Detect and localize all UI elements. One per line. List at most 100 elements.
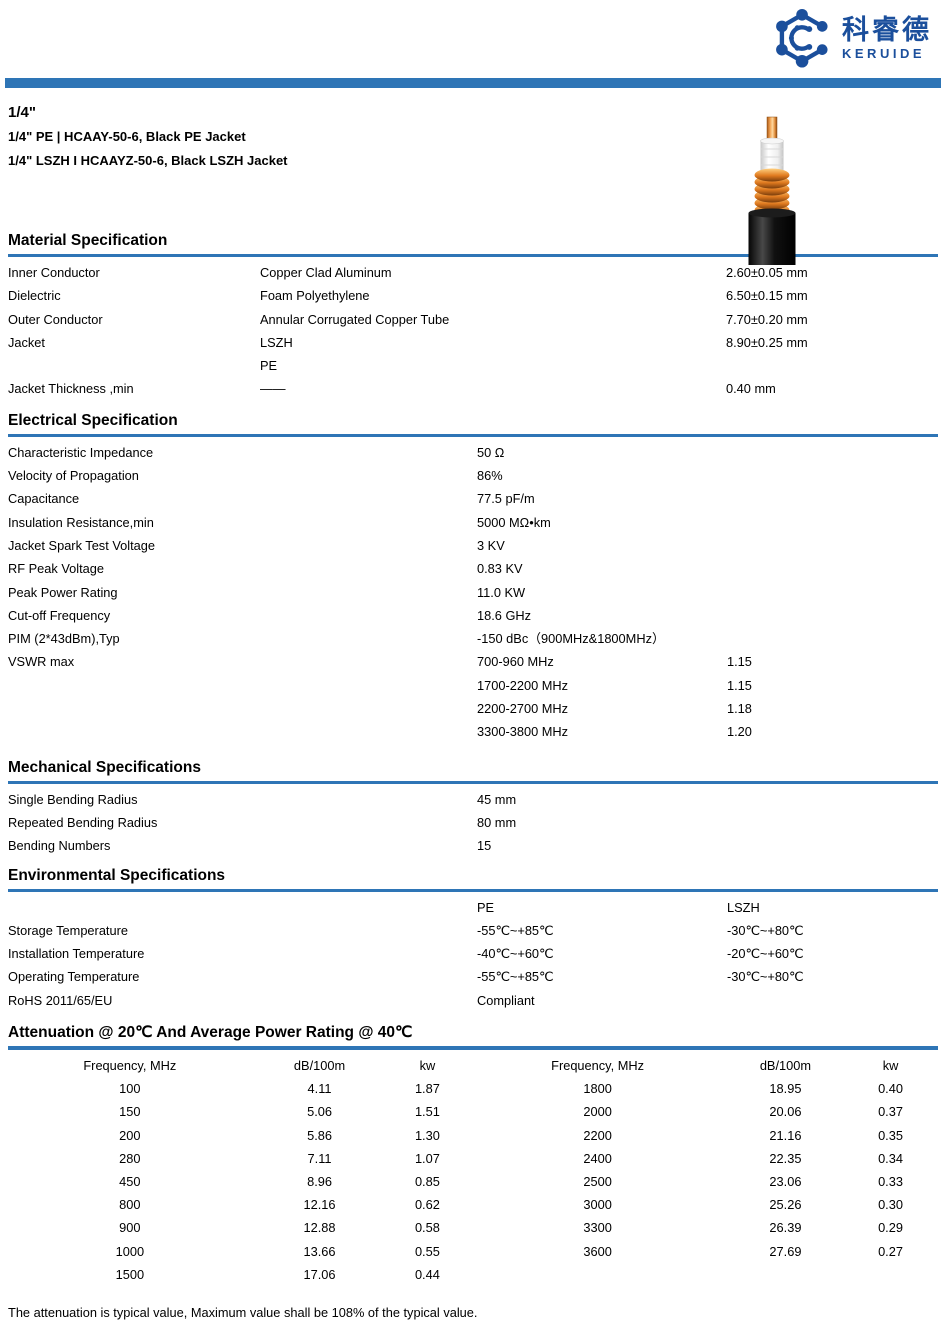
spec-value: 3 KV: [477, 537, 505, 553]
cell: 3600: [583, 1243, 612, 1259]
spec-label: PIM (2*43dBm),Typ: [8, 631, 120, 647]
cell: 13.66: [303, 1243, 336, 1259]
spec-value: 0.83 KV: [477, 561, 523, 577]
spec-label: Inner Conductor: [8, 265, 100, 280]
cell: 5.86: [307, 1127, 332, 1143]
value-lszh: -20℃~+60℃: [727, 946, 804, 962]
cell: [467, 1263, 727, 1286]
brand-name-english: KERUIDE: [842, 45, 926, 61]
spec-value: 50 Ω: [477, 444, 505, 460]
vswr-band: 700-960 MHz: [477, 654, 554, 670]
vswr-band: 1700-2200 MHz: [477, 677, 569, 693]
vswr-band: 3300-3800 MHz: [477, 724, 569, 740]
cell: 0.30: [878, 1197, 903, 1213]
spec-dimension: 0.40 mm: [726, 381, 776, 397]
cell: 0.29: [878, 1220, 903, 1236]
section-heading-attenuation: Attenuation @ 20℃ And Average Power Rati…: [8, 1023, 938, 1051]
spec-label: Velocity of Propagation: [8, 468, 139, 484]
spec-label: Single Bending Radius: [8, 791, 138, 807]
table-row: Inner Conductor Copper Clad Aluminum 2.60±…: [8, 261, 938, 284]
spec-label: Operating Temperature: [8, 969, 140, 985]
table-row: Dielectric Foam Polyethylene 6.50±0.15 mm: [8, 284, 938, 307]
cell: 1.87: [414, 1081, 440, 1097]
spec-label: VSWR max: [8, 654, 75, 670]
table-row: RF Peak Voltage 0.83 KV: [8, 557, 938, 580]
environmental-spec-table: PE LSZH Storage Temperature -55℃~+85℃ -30℃~…: [8, 896, 938, 1012]
cell: 2200: [583, 1127, 612, 1143]
section-heading-mechanical: Mechanical Specifications: [8, 758, 938, 784]
column-header-lszh: LSZH: [727, 899, 760, 915]
cell: 0.40: [878, 1081, 903, 1097]
cell: 0.58: [414, 1220, 440, 1236]
spec-dimension: 6.50±0.15 mm: [726, 288, 808, 304]
col-header: kw: [882, 1058, 899, 1074]
spec-value: 86%: [477, 468, 503, 484]
spec-value: 18.6 GHz: [477, 607, 532, 623]
spec-value: LSZH: [260, 334, 293, 350]
cell: 0.33: [878, 1174, 903, 1190]
table-row: 800 12.16 0.62 3000 25.26 0.30: [8, 1193, 938, 1216]
cell: 450: [119, 1174, 141, 1190]
table-row: Insulation Resistance,min 5000 MΩ•km: [8, 511, 938, 534]
table-row: 900 12.88 0.58 3300 26.39 0.29: [8, 1216, 938, 1239]
cell: 18.95: [769, 1081, 802, 1097]
table-row: Capacitance 77.5 pF/m: [8, 487, 938, 510]
col-header: dB/100m: [293, 1058, 346, 1074]
cell: 0.62: [414, 1197, 440, 1213]
section-heading-material: Material Specification: [8, 231, 938, 257]
spec-label: Installation Temperature: [8, 946, 145, 962]
table-row: 200 5.86 1.30 2200 21.16 0.35: [8, 1124, 938, 1147]
column-header-pe: PE: [477, 899, 495, 915]
page-header: 科睿德 KERUIDE: [0, 0, 946, 78]
vswr-value: 1.15: [727, 654, 752, 670]
table-row: Storage Temperature -55℃~+85℃ -30℃~+80℃: [8, 919, 938, 942]
cell: 2400: [583, 1150, 612, 1166]
cell: 1000: [115, 1243, 145, 1259]
spec-value: 45 mm: [477, 791, 517, 807]
cell: 0.35: [878, 1127, 903, 1143]
attenuation-footnote: The attenuation is typical value, Maximu…: [8, 1305, 478, 1321]
material-spec-table: Inner Conductor Copper Clad Aluminum 2.60±…: [8, 261, 938, 401]
table-row: 1500 17.06 0.44: [8, 1263, 938, 1286]
spec-value: 15: [477, 838, 492, 854]
value-pe: -55℃~+85℃: [477, 922, 554, 938]
table-row: PE: [8, 354, 938, 377]
spec-value: Annular Corrugated Copper Tube: [260, 311, 450, 327]
spec-value: 77.5 pF/m: [477, 491, 535, 507]
spec-value: -150 dBc（900MHz&1800MHz）: [477, 631, 665, 647]
brand-logo: 科睿德 KERUIDE: [773, 7, 932, 69]
cell: 280: [119, 1150, 141, 1166]
spec-label: [8, 896, 477, 919]
cell: 21.16: [769, 1127, 802, 1143]
spec-label: Characteristic Impedance: [8, 444, 154, 460]
cell: 1.07: [414, 1150, 440, 1166]
product-line-lszh: 1/4" LSZH I HCAAYZ-50-6, Black LSZH Jack…: [8, 153, 288, 168]
mechanical-spec-table: Single Bending Radius 45 mm Repeated Bend…: [8, 788, 938, 858]
spec-value: PE: [260, 358, 278, 374]
vswr-row: 1700-2200 MHz 1.15: [8, 674, 938, 697]
brand-molecule-icon: [776, 8, 828, 68]
cell: 0.34: [878, 1150, 903, 1166]
table-row: Installation Temperature -40℃~+60℃ -20℃~+6…: [8, 942, 938, 965]
spec-value: Foam Polyethylene: [260, 288, 370, 304]
cell: 1.51: [414, 1104, 440, 1120]
table-row: Repeated Bending Radius 80 mm: [8, 811, 938, 834]
spec-value: 11.0 KW: [477, 584, 526, 600]
spec-label: [8, 674, 477, 697]
cell: 7.11: [307, 1150, 332, 1166]
table-row: 280 7.11 1.07 2400 22.35 0.34: [8, 1147, 938, 1170]
table-row: Jacket Spark Test Voltage 3 KV: [8, 534, 938, 557]
spec-label: Repeated Bending Radius: [8, 814, 158, 830]
table-row: Jacket LSZH 8.90±0.25 mm: [8, 331, 938, 354]
spec-label: Bending Numbers: [8, 838, 111, 854]
vswr-row: 2200-2700 MHz 1.18: [8, 697, 938, 720]
cell: 100: [119, 1081, 141, 1097]
spec-dimension: 8.90±0.25 mm: [726, 334, 808, 350]
section-heading-environmental: Environmental Specifications: [8, 866, 938, 892]
col-header: Frequency, MHz: [83, 1058, 177, 1074]
spec-label: Storage Temperature: [8, 922, 128, 938]
brand-logo-text: 科睿德 KERUIDE: [842, 16, 932, 61]
cell: 25.26: [769, 1197, 802, 1213]
spec-label: Capacitance: [8, 491, 80, 507]
table-row: 1000 13.66 0.55 3600 27.69 0.27: [8, 1240, 938, 1263]
